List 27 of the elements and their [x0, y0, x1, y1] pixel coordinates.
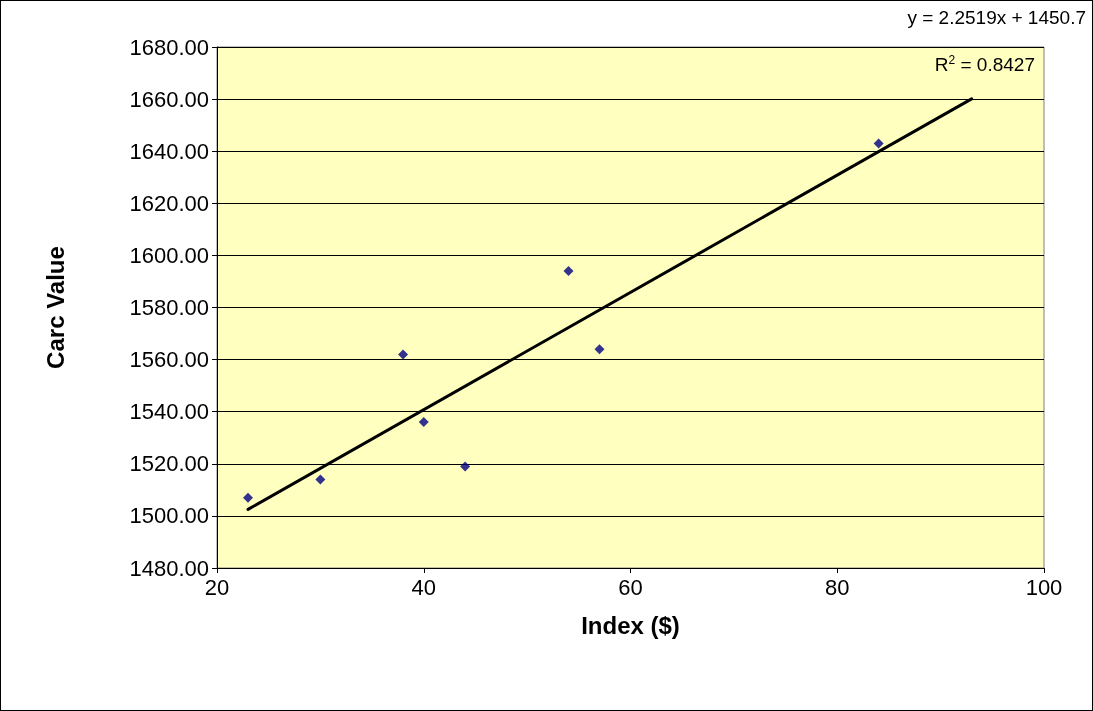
point	[398, 349, 409, 360]
y-axis-title: Carc Value	[41, 246, 69, 369]
y-tick-label: 1500.00	[129, 503, 209, 529]
text: y = 2.2519x + 1450.7	[907, 7, 1086, 29]
y-tick-label: 1600.00	[129, 242, 209, 268]
point	[873, 138, 884, 149]
point	[460, 461, 471, 472]
y-tick-label: 1540.00	[129, 399, 209, 425]
point	[594, 344, 605, 355]
point	[418, 417, 429, 428]
annotation: R$^{2}$ = 0.8427	[934, 53, 1035, 77]
y-tick-label: 1660.00	[129, 86, 209, 112]
y-tick-label: 1560.00	[129, 347, 209, 373]
x-tick-label: 40	[411, 574, 436, 600]
y-tick-label: 1480.00	[129, 555, 209, 581]
x-tick-label: 80	[825, 574, 850, 600]
point	[243, 492, 254, 503]
y-tick-label: 1640.00	[129, 138, 209, 164]
x-tick-label: 100	[1025, 574, 1063, 600]
x-axis-title: Index ($)	[581, 611, 680, 639]
x-tick-label: 60	[618, 574, 643, 600]
y-tick-label: 1680.00	[129, 34, 209, 60]
y-tick-label: 1520.00	[129, 451, 209, 477]
y-tick-label: 1620.00	[129, 190, 209, 216]
point	[563, 266, 574, 277]
y-tick-label: 1580.00	[129, 295, 209, 320]
point	[315, 474, 326, 485]
